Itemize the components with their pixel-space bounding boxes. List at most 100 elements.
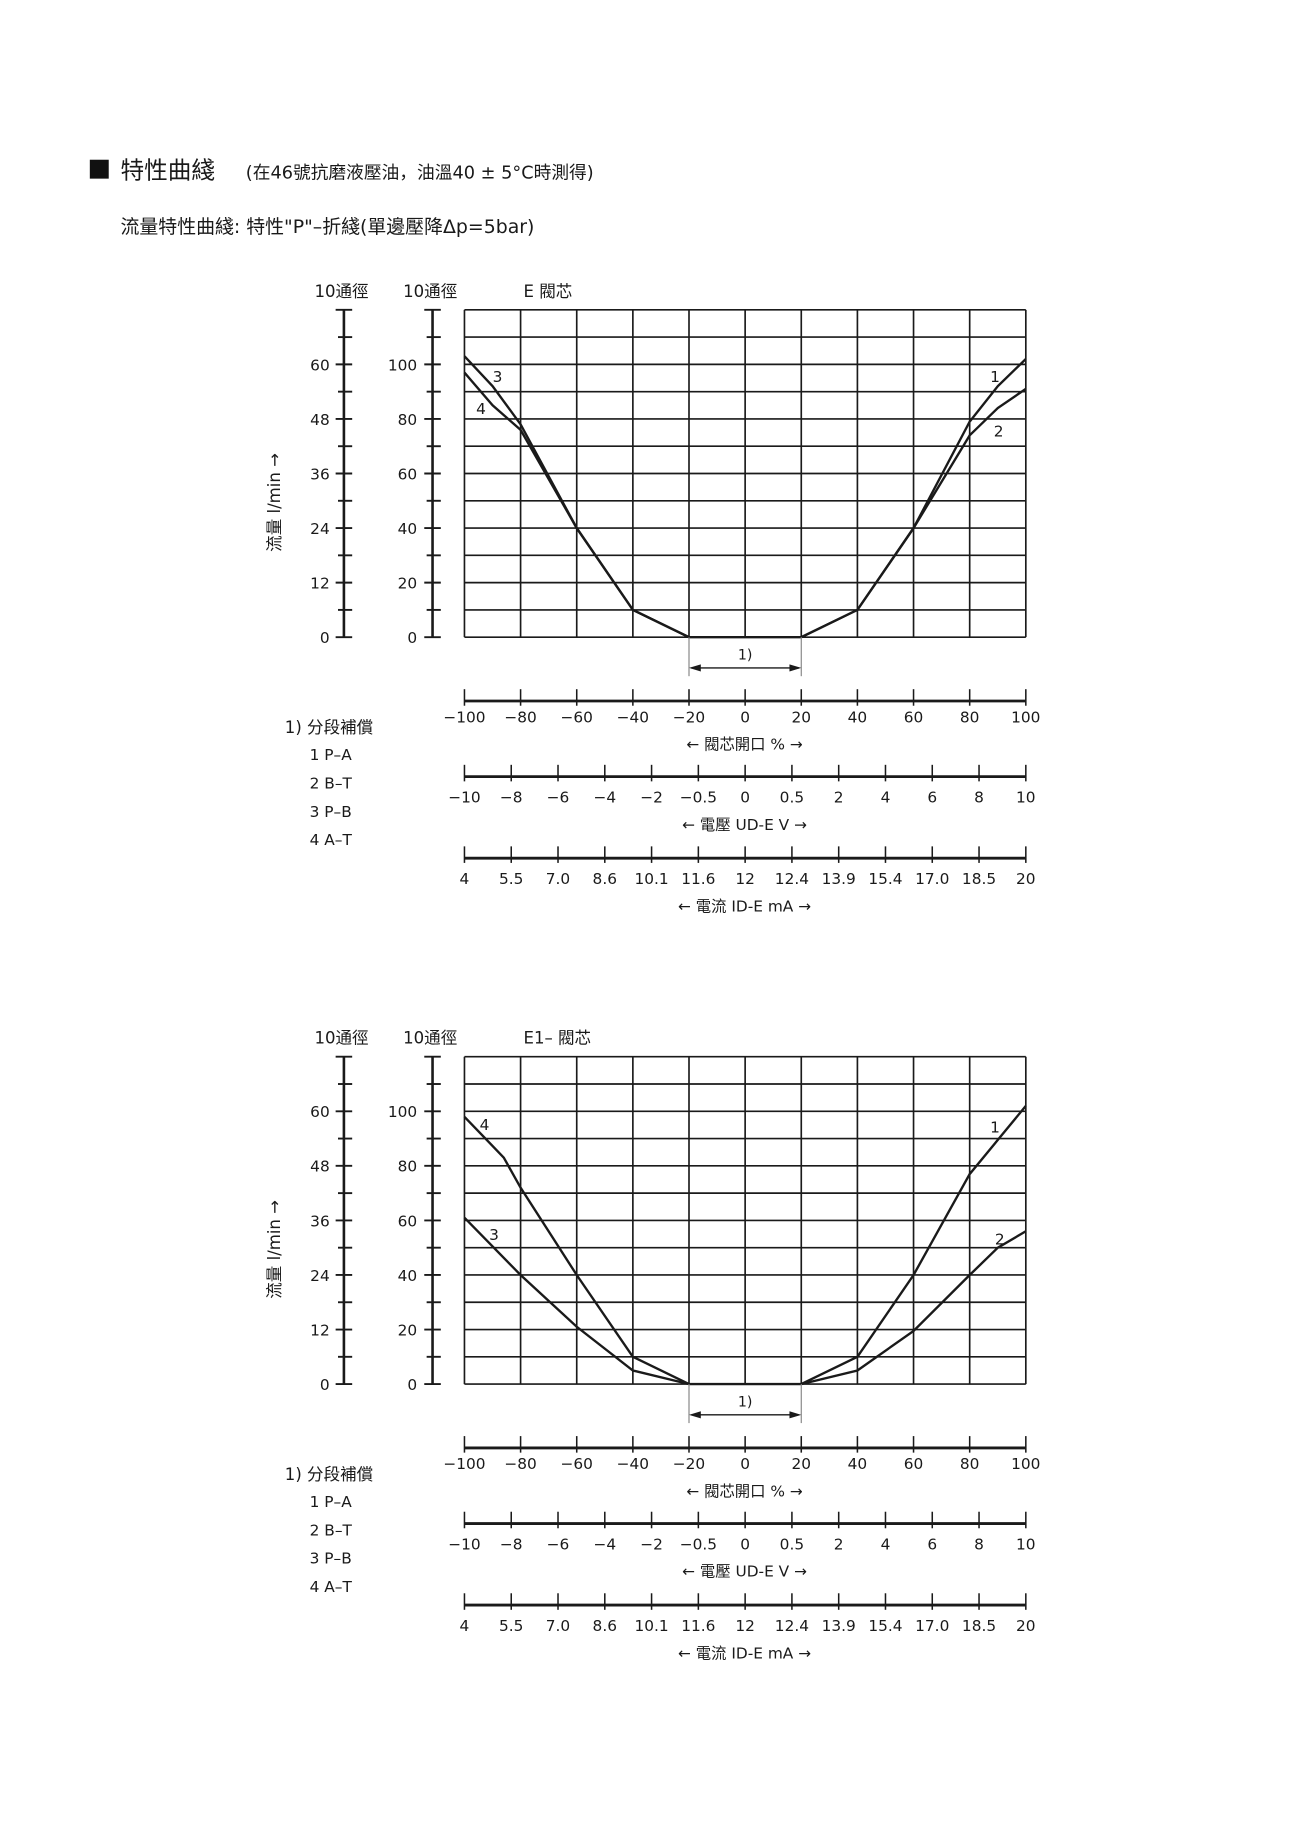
x-axis-1: −100 −80 −60 −40 −20 0 20 40 60 80 100 ← 閥芯開口 % → (443, 1436, 1040, 1500)
x-axis-2: −10 −8 −6 −4 −2 −0.5 0 0.5 2 4 6 8 10 ← 電壓 UD-E V → (448, 764, 1036, 834)
y-tick-label: 20 (398, 1321, 418, 1339)
section-subtitle: 流量特性曲綫: 特性"P"–折綫(單邊壓降Δp=5bar) (121, 216, 535, 238)
x-tick-label: 2 (834, 789, 844, 807)
series-label-1: 1 (990, 1118, 1000, 1136)
x-axis-3: 4 5.5 7.0 8.6 10.1 11.6 12 12.4 13.9 15.4 17.0 18.5… (460, 1593, 1036, 1662)
legend-item: 1 P–A (310, 746, 353, 764)
series-label-3: 3 (493, 368, 503, 386)
legend-item: 2 B–T (310, 1521, 353, 1539)
x-axis-3: 4 5.5 7.0 8.6 10.1 11.6 12 12.4 13.9 15.4 17.0 18.5… (460, 846, 1036, 915)
x-axis-1: −100 −80 −60 −40 −20 0 20 40 60 80 100 ← 閥芯開口 % → (443, 689, 1040, 753)
y-tick-label: 48 (310, 1158, 330, 1176)
y-tick-label: 60 (398, 465, 418, 483)
series-line-2 (800, 387, 1027, 639)
arrowhead-icon (689, 1411, 802, 1419)
y-axis-1: 0 12 24 36 48 60 (310, 1055, 353, 1394)
x-tick-label: 10.1 (634, 1617, 668, 1635)
x-tick-label: 10 (1016, 1536, 1036, 1554)
legend-item: 1 P–A (310, 1493, 353, 1511)
x-tick-label: 13.9 (822, 1617, 856, 1635)
chart-title: E 閥芯 (524, 282, 573, 301)
y-tick-label: 80 (398, 411, 418, 429)
x-tick-label: 18.5 (962, 870, 996, 888)
x-tick-label: 0 (740, 1536, 750, 1554)
series-label-2: 2 (994, 422, 1004, 440)
x-tick-label: 5.5 (499, 1617, 523, 1635)
y-tick-label: 60 (310, 1103, 330, 1121)
y-tick-label: 40 (398, 520, 418, 538)
y-tick-label: 100 (388, 1103, 417, 1121)
x-tick-label: 12.4 (775, 1617, 809, 1635)
x-tick-label: 80 (960, 708, 980, 726)
y-axis-header: 10通徑 (403, 282, 457, 301)
x-tick-label: −4 (593, 1536, 616, 1554)
x-tick-label: 10 (1016, 789, 1036, 807)
x-tick-label: 60 (904, 708, 924, 726)
x-tick-label: −80 (504, 1455, 536, 1473)
x-axis-label: ← 電壓 UD-E V → (682, 816, 807, 834)
x-tick-label: −8 (500, 789, 523, 807)
x-tick-label: 8.6 (593, 870, 617, 888)
deadband-label: 1) (738, 648, 753, 664)
x-tick-label: −10 (448, 1536, 480, 1554)
x-tick-label: 40 (848, 1455, 868, 1473)
y-tick-label: 48 (310, 411, 330, 429)
x-tick-label: 4 (881, 789, 891, 807)
y-tick-label: 80 (398, 1158, 418, 1176)
x-tick-label: 15.4 (868, 870, 902, 888)
x-tick-label: 11.6 (681, 1617, 715, 1635)
x-axis-label: ← 閥芯開口 % → (686, 735, 803, 753)
y-tick-label: 24 (310, 1267, 330, 1285)
x-tick-label: 6 (927, 789, 937, 807)
series-label-3: 3 (489, 1226, 499, 1244)
x-tick-label: −100 (443, 708, 485, 726)
arrowhead-icon (689, 664, 802, 672)
x-tick-label: 4 (460, 1617, 470, 1635)
x-tick-label: 12 (735, 1617, 755, 1635)
y-tick-label: 12 (310, 575, 330, 593)
series-label-4: 4 (476, 400, 486, 418)
x-tick-label: 12.4 (775, 870, 809, 888)
x-tick-label: 7.0 (546, 870, 570, 888)
x-tick-label: −0.5 (680, 789, 717, 807)
y-axis-2: 0 20 40 60 80 100 (388, 308, 441, 647)
legend-title: 1) 分段補償 (285, 718, 373, 737)
x-tick-label: −0.5 (680, 1536, 717, 1554)
x-tick-label: 0 (740, 1455, 750, 1473)
x-tick-label: −2 (640, 1536, 663, 1554)
y-tick-label: 36 (310, 465, 330, 483)
grid (463, 308, 1027, 639)
section-title: 特性曲綫 (121, 157, 215, 185)
y-tick-label: 20 (398, 575, 418, 593)
x-tick-label: 0.5 (780, 1536, 804, 1554)
y-tick-label: 36 (310, 1212, 330, 1230)
x-tick-label: −60 (561, 1455, 593, 1473)
legend-title: 1) 分段補償 (285, 1465, 373, 1484)
x-tick-label: 18.5 (962, 1617, 996, 1635)
x-tick-label: 17.0 (915, 870, 949, 888)
x-axis-label: ← 電壓 UD-E V → (682, 1563, 807, 1581)
x-tick-label: −4 (593, 789, 616, 807)
section-bullet-icon (89, 159, 109, 179)
series-line-2 (800, 1230, 1027, 1386)
x-tick-label: 10.1 (634, 870, 668, 888)
grid (463, 1055, 1027, 1385)
y-axis-label: 流量 l/min → (265, 453, 284, 552)
x-tick-label: 11.6 (681, 870, 715, 888)
x-axis-label: ← 閥芯開口 % → (686, 1482, 803, 1500)
x-tick-label: −40 (617, 1455, 649, 1473)
x-tick-label: 20 (1016, 870, 1036, 888)
x-tick-label: −10 (448, 789, 480, 807)
x-tick-label: 20 (791, 1455, 811, 1473)
x-tick-label: −6 (547, 1536, 570, 1554)
series-line-4 (463, 371, 690, 639)
y-axis-header: 10通徑 (314, 282, 368, 301)
x-axis-2: −10 −8 −6 −4 −2 −0.5 0 0.5 2 4 6 8 10 ← 電壓 UD-E V → (448, 1511, 1036, 1581)
x-axis-label: ← 電流 ID-E mA → (678, 1644, 811, 1662)
deadband-label: 1) (738, 1395, 753, 1411)
x-axis-label: ← 電流 ID-E mA → (678, 897, 811, 915)
legend-item: 3 P–B (310, 1550, 352, 1568)
legend: 1) 分段補償 1 P–A 2 B–T 3 P–B 4 A–T (285, 1465, 373, 1596)
y-tick-label: 0 (407, 1376, 417, 1394)
legend: 1) 分段補償 1 P–A 2 B–T 3 P–B 4 A–T (285, 718, 373, 849)
